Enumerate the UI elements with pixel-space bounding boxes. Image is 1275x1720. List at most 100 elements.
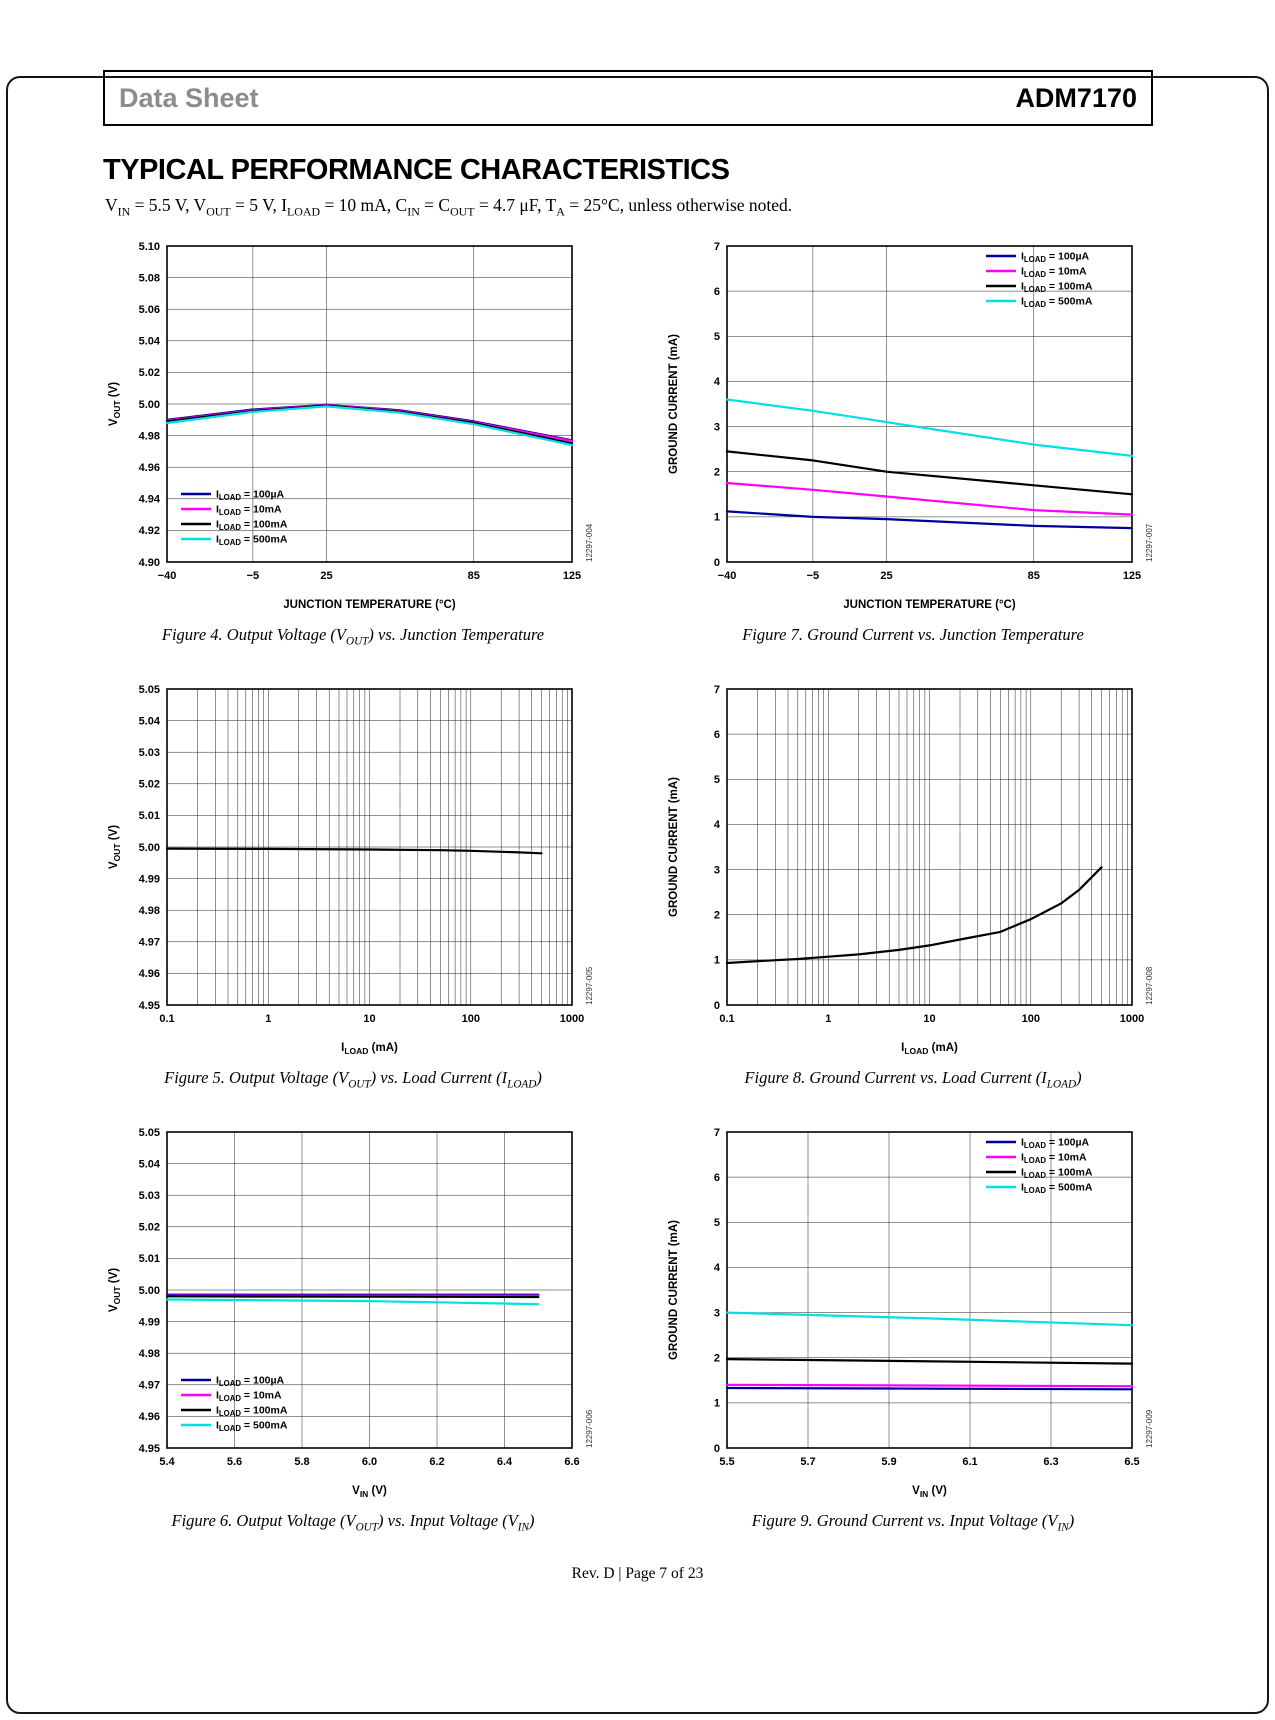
- svg-text:4.96: 4.96: [139, 1411, 160, 1423]
- svg-text:5.04: 5.04: [139, 715, 161, 727]
- svg-text:1: 1: [265, 1013, 271, 1025]
- doc-type-label: Data Sheet: [119, 82, 259, 113]
- svg-text:0: 0: [714, 556, 720, 568]
- svg-text:5.5: 5.5: [719, 1456, 734, 1468]
- test-conditions: VIN = 5.5 V, VOUT = 5 V, ILOAD = 10 mA, …: [105, 195, 793, 219]
- svg-text:5: 5: [714, 1217, 720, 1229]
- svg-text:5.00: 5.00: [139, 1285, 160, 1297]
- figure-9-plot: 5.5 5.7 5.9 6.1 6.3 6.5 0 1 2 3 4 5 6 7 VIN (V) GROUND …: [663, 1118, 1163, 1506]
- svg-text:−5: −5: [247, 570, 260, 582]
- figure-8: 0.1 1 10 100 1000 0 1 2 3 4 5 6 7 ILOAD (mA) GROUND CU…: [663, 675, 1163, 1090]
- svg-text:6: 6: [714, 285, 720, 297]
- svg-text:85: 85: [468, 570, 480, 582]
- svg-text:4.98: 4.98: [139, 905, 160, 917]
- svg-text:1: 1: [714, 511, 720, 523]
- svg-text:6.2: 6.2: [429, 1456, 444, 1468]
- svg-text:ILOAD (mA): ILOAD (mA): [901, 1042, 958, 1056]
- svg-text:12297-007: 12297-007: [1145, 523, 1154, 562]
- svg-text:4.94: 4.94: [139, 493, 161, 505]
- charts-grid: −40 −5 25 85 125 4.90 4.92 4.94 4.96 4.98 5.00 5.02…: [103, 232, 1163, 1534]
- svg-text:5: 5: [714, 331, 720, 343]
- svg-text:4.92: 4.92: [139, 525, 160, 537]
- svg-text:GROUND CURRENT (mA): GROUND CURRENT (mA): [668, 777, 680, 917]
- svg-text:−5: −5: [807, 570, 820, 582]
- svg-text:25: 25: [320, 570, 332, 582]
- svg-text:5.06: 5.06: [139, 304, 160, 316]
- svg-text:−40: −40: [158, 570, 177, 582]
- figure-7-plot: −40 −5 25 85 125 0 1 2 3 4 5 6 7 JUNCTION TEMPERATURE…: [663, 232, 1163, 620]
- svg-text:ILOAD = 500mA: ILOAD = 500mA: [1021, 1182, 1093, 1196]
- svg-text:5.05: 5.05: [139, 684, 160, 696]
- svg-text:ILOAD (mA): ILOAD (mA): [341, 1042, 398, 1056]
- svg-text:5.02: 5.02: [139, 778, 160, 790]
- svg-text:5.04: 5.04: [139, 335, 161, 347]
- svg-text:ILOAD = 500mA: ILOAD = 500mA: [216, 533, 288, 547]
- svg-text:4.96: 4.96: [139, 462, 160, 474]
- svg-text:GROUND CURRENT (mA): GROUND CURRENT (mA): [668, 333, 680, 473]
- svg-text:VOUT (V): VOUT (V): [108, 381, 122, 425]
- svg-text:100: 100: [1022, 1013, 1040, 1025]
- svg-text:4: 4: [714, 376, 721, 388]
- figure-5-caption: Figure 5. Output Voltage (VOUT) vs. Load…: [164, 1067, 542, 1091]
- svg-text:5.00: 5.00: [139, 842, 160, 854]
- part-number: ADM7170: [1015, 82, 1137, 113]
- svg-text:5.8: 5.8: [294, 1456, 309, 1468]
- svg-text:12297-009: 12297-009: [1145, 1409, 1154, 1448]
- svg-text:5: 5: [714, 774, 720, 786]
- svg-text:5.4: 5.4: [159, 1456, 175, 1468]
- figure-5: 0.1 1 10 100 1000 4.95 4.96 4.97 4.98 4.99 5.00 5.0…: [103, 675, 603, 1090]
- svg-text:ILOAD = 100µA: ILOAD = 100µA: [1021, 250, 1090, 264]
- svg-text:GROUND CURRENT (mA): GROUND CURRENT (mA): [668, 1220, 680, 1360]
- svg-text:1000: 1000: [560, 1013, 584, 1025]
- figure-6-plot: 5.4 5.6 5.8 6.0 6.2 6.4 6.6 4.95 4.96 4.97 4.98 4.9…: [103, 1118, 603, 1506]
- svg-text:6.4: 6.4: [497, 1456, 513, 1468]
- figure-7-caption: Figure 7. Ground Current vs. Junction Te…: [742, 624, 1084, 644]
- svg-text:1: 1: [825, 1013, 831, 1025]
- svg-text:3: 3: [714, 864, 720, 876]
- svg-text:ILOAD = 10mA: ILOAD = 10mA: [1021, 265, 1087, 279]
- svg-text:12297-004: 12297-004: [585, 523, 594, 562]
- svg-text:ILOAD = 100µA: ILOAD = 100µA: [216, 488, 285, 502]
- svg-text:1: 1: [714, 954, 720, 966]
- svg-text:ILOAD = 100mA: ILOAD = 100mA: [216, 518, 288, 532]
- figure-4-plot: −40 −5 25 85 125 4.90 4.92 4.94 4.96 4.98 5.00 5.02…: [103, 232, 603, 620]
- figure-9-caption: Figure 9. Ground Current vs. Input Volta…: [751, 1511, 1075, 1534]
- svg-text:12297-005: 12297-005: [585, 966, 594, 1005]
- svg-text:5.02: 5.02: [139, 1222, 160, 1234]
- datasheet-page: Data Sheet ADM7170 TYPICAL PERFORMANCE C…: [0, 70, 1275, 1714]
- svg-text:2: 2: [714, 909, 720, 921]
- svg-text:5.7: 5.7: [800, 1456, 815, 1468]
- svg-text:0: 0: [714, 1443, 720, 1455]
- svg-text:6.5: 6.5: [1124, 1456, 1139, 1468]
- svg-text:6: 6: [714, 729, 720, 741]
- figure-5-plot: 0.1 1 10 100 1000 4.95 4.96 4.97 4.98 4.99 5.00 5.0…: [103, 675, 603, 1063]
- svg-text:25: 25: [880, 570, 892, 582]
- figure-4: −40 −5 25 85 125 4.90 4.92 4.94 4.96 4.98 5.00 5.02…: [103, 232, 603, 646]
- svg-text:5.10: 5.10: [139, 240, 160, 252]
- svg-text:4.98: 4.98: [139, 430, 160, 442]
- svg-text:6.6: 6.6: [564, 1456, 579, 1468]
- figure-6-caption: Figure 6. Output Voltage (VOUT) vs. Inpu…: [171, 1511, 535, 1534]
- svg-text:7: 7: [714, 684, 720, 696]
- svg-text:ILOAD = 100mA: ILOAD = 100mA: [1021, 1167, 1093, 1181]
- svg-text:12297-006: 12297-006: [585, 1409, 594, 1448]
- svg-text:4.97: 4.97: [139, 936, 160, 948]
- svg-text:7: 7: [714, 240, 720, 252]
- svg-text:3: 3: [714, 1307, 720, 1319]
- svg-text:12297-008: 12297-008: [1145, 966, 1154, 1005]
- svg-text:125: 125: [1123, 570, 1141, 582]
- svg-text:5.9: 5.9: [881, 1456, 896, 1468]
- svg-text:10: 10: [363, 1013, 375, 1025]
- svg-text:−40: −40: [718, 570, 737, 582]
- figure-9: 5.5 5.7 5.9 6.1 6.3 6.5 0 1 2 3 4 5 6 7 VIN (V) GROUND …: [663, 1118, 1163, 1533]
- figure-8-caption: Figure 8. Ground Current vs. Load Curren…: [744, 1067, 1082, 1091]
- svg-text:6.3: 6.3: [1043, 1456, 1058, 1468]
- svg-text:2: 2: [714, 1353, 720, 1365]
- svg-text:3: 3: [714, 421, 720, 433]
- page-footer: Rev. D | Page 7 of 23: [571, 1565, 704, 1583]
- svg-text:5.6: 5.6: [227, 1456, 242, 1468]
- svg-text:ILOAD = 100µA: ILOAD = 100µA: [216, 1375, 285, 1389]
- svg-text:5.00: 5.00: [139, 398, 160, 410]
- section-title: TYPICAL PERFORMANCE CHARACTERISTICS: [103, 154, 730, 186]
- svg-text:1: 1: [714, 1398, 720, 1410]
